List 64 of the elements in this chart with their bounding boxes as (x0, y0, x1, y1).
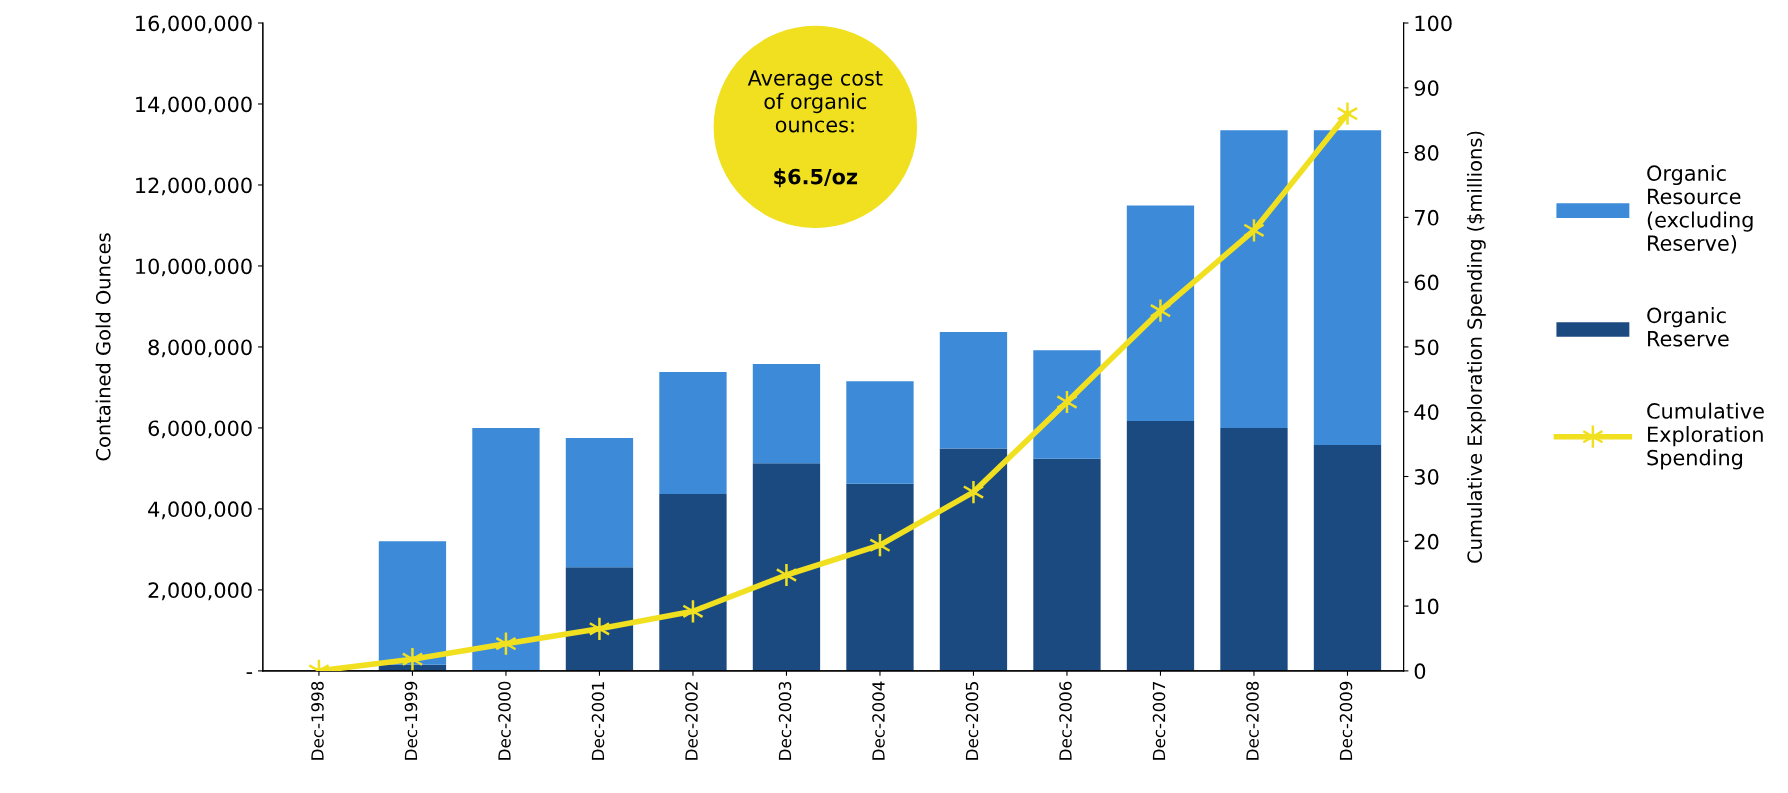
y2-tick-label: 80 (1414, 145, 1439, 161)
bar (1313, 444, 1382, 671)
legend-label: Organic Resource (excluding Reserve) (1647, 164, 1753, 254)
y-tick-label: 10,000,000 (136, 258, 252, 277)
y-axis-title: Contained Gold Ounces (95, 233, 111, 461)
x-tick-label: Dec-2002 (685, 682, 698, 760)
point (1336, 101, 1359, 127)
bar (659, 493, 727, 671)
y2-tick-label: 10 (1415, 598, 1439, 615)
x-tick-label: Dec-2005 (965, 682, 979, 760)
x-tick-label: Dec-2009 (1339, 681, 1353, 760)
bar (378, 541, 447, 665)
y-tick-label: 2,000,000 (148, 582, 252, 601)
y-tick-label: 14,000,000 (136, 96, 252, 115)
y2-tick-label: 50 (1414, 339, 1439, 356)
y2-tick-label: 60 (1414, 274, 1439, 291)
x-tick-label: Dec-2006 (1059, 681, 1072, 760)
legend-label: Cumulative Exploration Spending (1647, 402, 1764, 470)
x-tick-label: Dec-1999 (404, 681, 418, 760)
bar (752, 363, 821, 464)
bar (1126, 205, 1195, 422)
bar (1313, 130, 1382, 445)
point (401, 646, 424, 671)
x-tick-label: Dec-2001 (591, 682, 605, 760)
y2-tick-label: 0 (1414, 663, 1426, 680)
bar (1220, 427, 1288, 671)
x-tick-label: Dec-2003 (778, 681, 792, 760)
bar (472, 427, 540, 671)
y-tick-label: 6,000,000 (148, 420, 252, 439)
y2-tick-label: 30 (1414, 468, 1439, 485)
x-tick-label: Dec-2008 (1246, 681, 1259, 760)
y-tick-label: 12,000,000 (136, 177, 252, 196)
bar (659, 372, 727, 494)
point (962, 479, 985, 505)
y2-tick-label: 40 (1414, 404, 1439, 420)
y2-tick-label: 20 (1414, 533, 1439, 550)
point (1149, 298, 1172, 324)
legend-label: Organic Reserve (1647, 307, 1729, 347)
bar (939, 448, 1008, 671)
y-tick-label: 4,000,000 (148, 501, 252, 520)
y2-axis-title: Cumulative Exploration Spending ($millions) (1466, 131, 1486, 563)
x-tick-label: Dec-1998 (311, 681, 324, 760)
bar (752, 463, 821, 671)
y-tick-label: 8,000,000 (148, 339, 252, 358)
annotation: $6.5/oz (774, 168, 858, 188)
bar (565, 567, 634, 671)
bar (1033, 350, 1101, 459)
bar (939, 331, 1008, 449)
y2-tick-label: 70 (1415, 209, 1439, 226)
bar (565, 438, 634, 568)
y2-tick-label: 90 (1414, 80, 1439, 96)
y-tick-label: 16,000,000 (136, 15, 252, 34)
annotation: Average cost of organic ounces: (747, 70, 883, 133)
x-tick-label: Dec-2000 (498, 681, 511, 760)
y-tick-label: - (246, 672, 253, 674)
x-tick-label: Dec-2004 (872, 681, 885, 760)
bar (846, 381, 914, 484)
x-tick-label: Dec-2007 (1152, 682, 1166, 760)
bar (1033, 458, 1101, 671)
bar (846, 483, 914, 671)
bar (1126, 421, 1195, 671)
y2-tick-label: 100 (1415, 15, 1452, 32)
bar (1220, 130, 1288, 428)
point (775, 562, 798, 588)
